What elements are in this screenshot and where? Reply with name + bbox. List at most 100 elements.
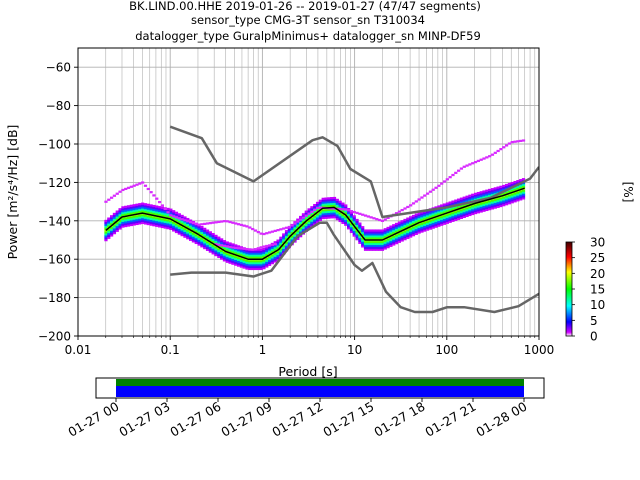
- density-cell: [236, 251, 241, 254]
- density-cell: [448, 218, 452, 221]
- density-cell: [346, 215, 351, 218]
- density-cell: [231, 256, 235, 260]
- density-cell: [496, 188, 500, 191]
- density-cell: [259, 248, 263, 251]
- density-cell: [389, 237, 393, 240]
- density-cell: [124, 209, 128, 212]
- density-cell: [499, 201, 503, 204]
- density-cell: [239, 265, 243, 268]
- density-cell: [355, 232, 359, 235]
- density-cell: [431, 224, 435, 227]
- density-cell: [462, 208, 466, 211]
- density-cell: [160, 222, 165, 225]
- density-cell: [299, 218, 303, 221]
- density-cell: [434, 223, 438, 226]
- density-cell: [428, 190, 433, 193]
- density-cell: [349, 230, 354, 234]
- density-cell: [200, 231, 204, 234]
- density-cell: [434, 219, 438, 223]
- density-cell: [126, 186, 131, 189]
- density-cell: [104, 200, 108, 203]
- density-cell: [482, 205, 486, 208]
- density-cell: [358, 234, 362, 237]
- density-cell: [394, 234, 399, 237]
- density-cell: [389, 242, 393, 245]
- density-cell: [183, 222, 187, 225]
- density-cell: [290, 231, 294, 234]
- density-cell: [488, 194, 492, 197]
- density-cell: [248, 265, 252, 269]
- density-cell: [445, 210, 449, 213]
- density-cell: [324, 201, 328, 204]
- density-cell: [180, 222, 184, 225]
- density-cell: [440, 221, 444, 224]
- density-cell: [149, 206, 153, 209]
- density-cell: [208, 235, 212, 238]
- density-cell: [225, 243, 229, 246]
- density-cell: [355, 226, 359, 229]
- density-cell: [332, 210, 337, 213]
- density-cell: [366, 231, 370, 234]
- density-cell: [344, 219, 348, 222]
- density-cell: [174, 211, 179, 214]
- density-cell: [372, 231, 376, 234]
- density-cell: [183, 219, 187, 222]
- density-cell: [392, 229, 396, 233]
- density-cell: [428, 212, 433, 215]
- density-cell: [332, 204, 337, 207]
- density-cell: [344, 221, 348, 224]
- density-cell: [324, 214, 328, 217]
- density-cell: [121, 221, 125, 224]
- density-cell: [248, 262, 252, 265]
- density-cell: [378, 244, 382, 248]
- density-cell: [304, 227, 308, 231]
- density-cell: [256, 264, 260, 267]
- density-cell: [338, 212, 342, 215]
- density-cell: [191, 232, 196, 235]
- density-cell: [519, 194, 523, 197]
- timeline-tick-label: 01-28 00: [473, 399, 529, 440]
- density-cell: [473, 196, 478, 199]
- density-cell: [411, 214, 416, 218]
- y-tick-label: −200: [38, 330, 71, 344]
- density-cell: [203, 245, 207, 248]
- density-cell: [397, 233, 401, 236]
- density-cell: [488, 190, 492, 193]
- density-cell: [349, 225, 354, 228]
- density-cell: [327, 204, 331, 208]
- density-cell: [284, 226, 289, 229]
- density-cell: [296, 230, 300, 233]
- density-cell: [465, 164, 469, 167]
- density-cell: [222, 241, 227, 245]
- density-cell: [516, 181, 520, 185]
- density-cell: [135, 207, 139, 210]
- density-cell: [132, 209, 136, 213]
- density-cell: [406, 232, 410, 236]
- density-cell: [318, 218, 322, 222]
- density-cell: [352, 221, 356, 224]
- density-cell: [482, 196, 486, 199]
- density-cell: [352, 234, 356, 237]
- density-cell: [180, 218, 184, 221]
- density-cell: [135, 222, 139, 226]
- density-cell: [366, 248, 370, 251]
- density-cell: [200, 227, 204, 231]
- density-cell: [107, 225, 111, 228]
- density-cell: [239, 250, 243, 253]
- colorbar-gradient: [565, 241, 573, 337]
- density-cell: [200, 243, 204, 246]
- density-cell: [462, 210, 466, 213]
- density-cell: [324, 199, 328, 202]
- density-cell: [239, 253, 243, 257]
- density-cell: [245, 247, 249, 251]
- density-cell: [157, 225, 162, 228]
- density-cell: [115, 229, 119, 232]
- density-cell: [397, 238, 401, 241]
- density-cell: [485, 195, 489, 198]
- density-cell: [259, 265, 263, 269]
- density-cell: [236, 264, 241, 267]
- density-cell: [121, 217, 125, 221]
- density-cell: [273, 256, 277, 259]
- density-cell: [338, 214, 342, 217]
- density-cell: [180, 230, 184, 233]
